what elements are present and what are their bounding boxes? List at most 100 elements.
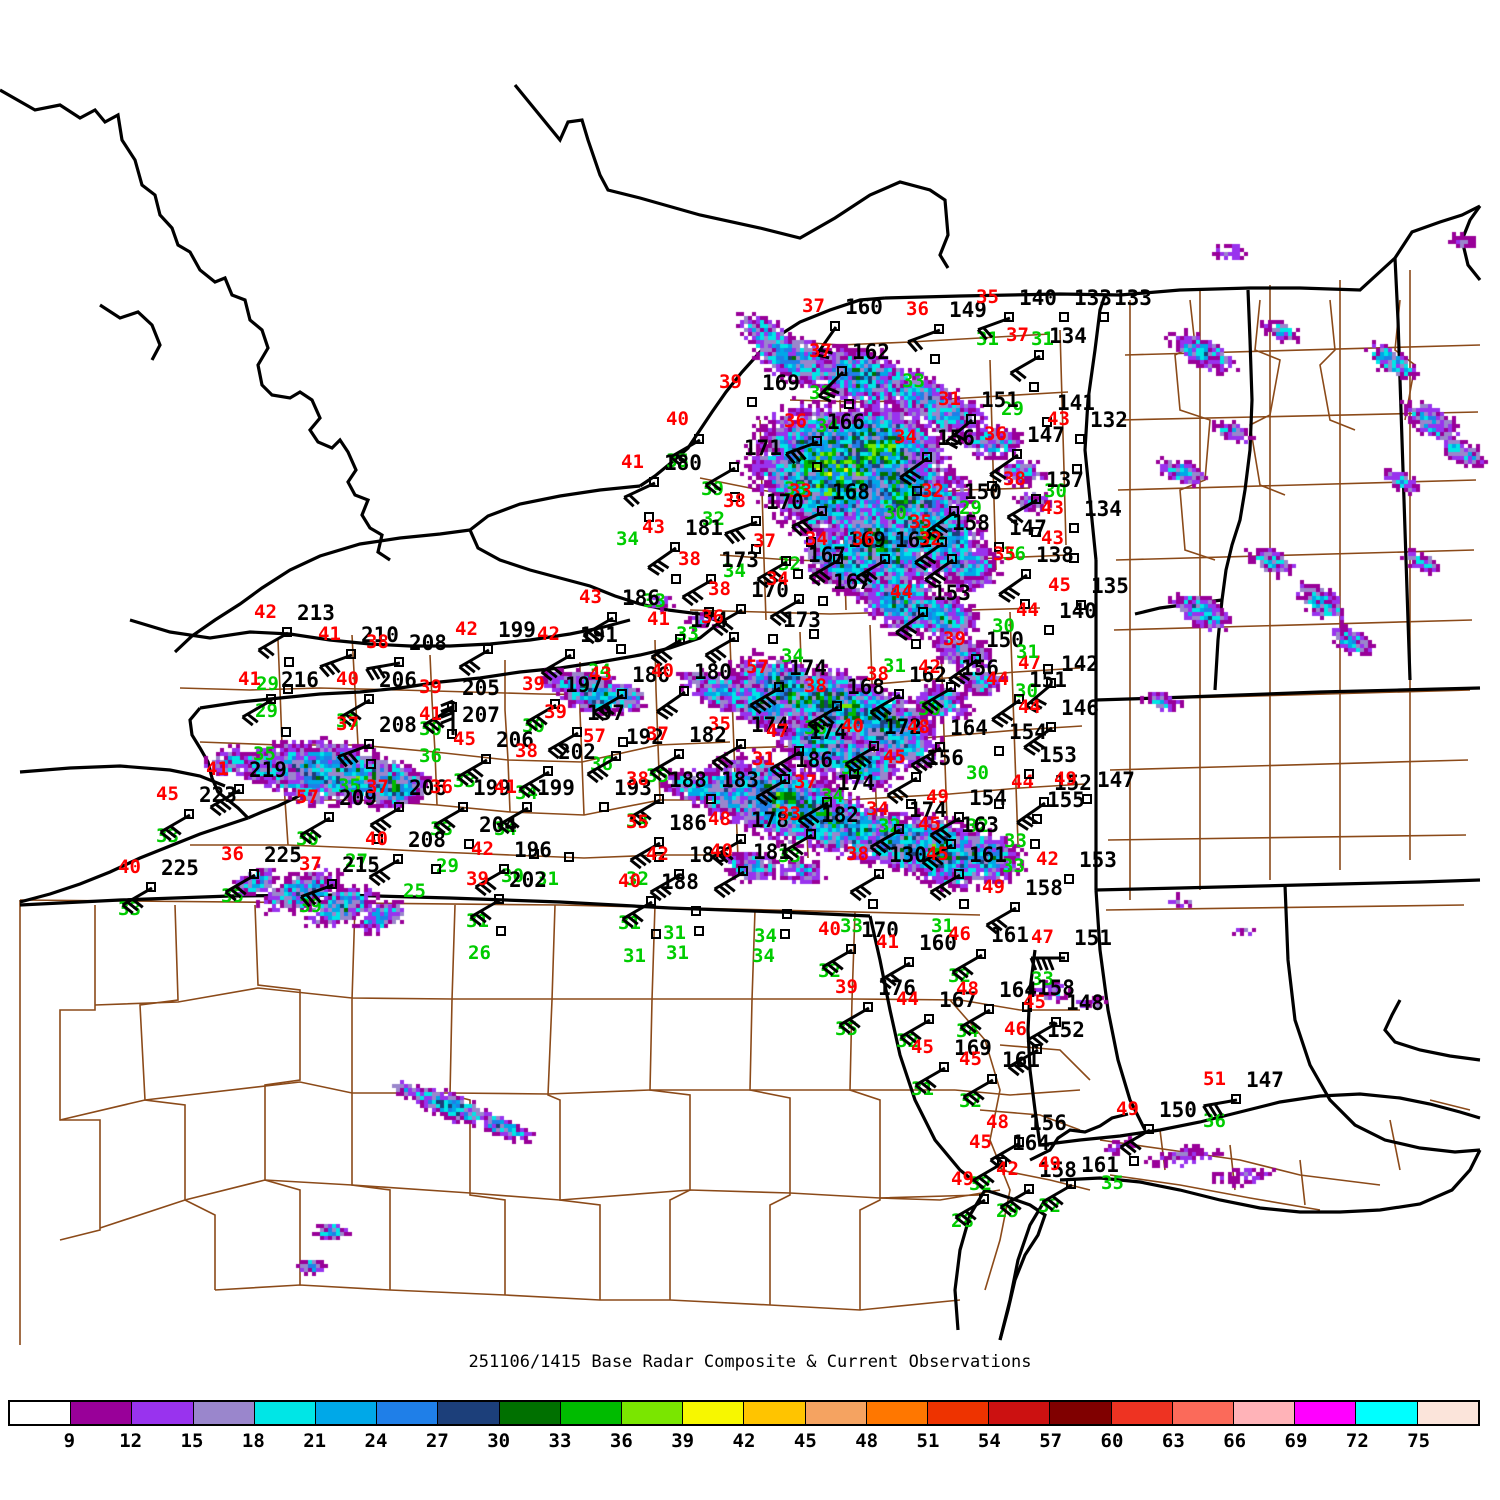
colorbar-swatch-23 — [1417, 1402, 1478, 1424]
colorbar-tick: 36 — [609, 1430, 633, 1452]
station-marker-icon — [738, 866, 748, 876]
colorbar-tick: 63 — [1161, 1430, 1185, 1452]
colorbar-tick: 66 — [1223, 1430, 1247, 1452]
station-marker-icon — [812, 436, 822, 446]
station-pressure: 186 — [632, 663, 670, 687]
wind-barb-icon — [926, 510, 956, 540]
station-pressure: 169 — [762, 371, 800, 395]
colorbar-swatch-19 — [1172, 1402, 1235, 1424]
station-marker-icon — [994, 542, 1004, 552]
colorbar-swatches[interactable] — [8, 1400, 1480, 1426]
station-temperature: 45 — [969, 1131, 992, 1153]
wind-barb-icon — [924, 558, 954, 588]
station-dewpoint: 31 — [663, 922, 686, 944]
wind-barb-icon — [756, 560, 788, 589]
station-dewpoint: 34 — [754, 925, 777, 947]
station-marker-icon — [283, 684, 293, 694]
station-temperature: 38 — [723, 490, 746, 512]
station-pressure: 181 — [753, 840, 791, 864]
station-temperature: 42 — [471, 838, 494, 860]
wind-barb-icon — [959, 1008, 991, 1037]
station-marker-icon — [780, 774, 790, 784]
colorbar-swatch-0 — [10, 1402, 72, 1424]
station-marker-icon — [1072, 464, 1082, 474]
colorbar-tick-labels: 9 12 15 18 21 24 27 30 33 36 39 42 45 48 51 54 57 60 63 66 6… — [8, 1430, 1480, 1460]
station-pressure: 153 — [1039, 743, 1077, 767]
station-marker-icon — [616, 644, 626, 654]
station-pressure: 140 — [1059, 599, 1097, 623]
station-pressure: 154 — [969, 786, 1007, 810]
colorbar-swatch-4 — [254, 1402, 317, 1424]
station-pressure: 169 — [848, 528, 886, 552]
station-marker-icon — [939, 1062, 949, 1072]
station-temperature: 40 — [710, 840, 733, 862]
station-dewpoint: 33 — [840, 915, 863, 937]
station-pressure: 156 — [926, 746, 964, 770]
station-pressure: 172 — [884, 715, 922, 739]
station-temperature: 38 — [366, 631, 389, 653]
station-temperature: 39 — [943, 628, 966, 650]
station-marker-icon — [809, 629, 819, 639]
station-temperature: 39 — [544, 701, 567, 723]
station-temperature: 43 — [1041, 527, 1064, 549]
wind-barb-icon — [629, 841, 661, 870]
station-pressure: 151 — [1074, 926, 1112, 950]
wind-barb-icon — [985, 906, 1017, 935]
station-pressure: 180 — [664, 451, 702, 475]
station-marker-icon — [431, 864, 441, 874]
wind-barb-icon — [1024, 682, 1053, 714]
map-canvas[interactable]: 3716036149353114031133133373316233371342… — [0, 0, 1500, 1350]
wind-barb-icon — [540, 653, 572, 682]
colorbar-tick: 60 — [1100, 1430, 1124, 1452]
station-temperature: 38 — [866, 663, 889, 685]
station-temperature: 49 — [926, 786, 949, 808]
station-pressure: 162 — [909, 663, 947, 687]
station-marker-icon — [894, 689, 904, 699]
station-pressure: 192 — [626, 725, 664, 749]
wind-barb-icon — [299, 883, 334, 908]
station-dewpoint: 31 — [1016, 641, 1039, 663]
station-pressure: 152 — [1054, 771, 1092, 795]
station-marker-icon — [366, 759, 376, 769]
wind-barb-icon — [1041, 1183, 1073, 1212]
station-marker-icon — [736, 739, 746, 749]
wind-barb-icon — [1202, 1098, 1238, 1118]
station-marker-icon — [565, 649, 575, 659]
station-temperature: 48 — [907, 716, 930, 738]
wind-barb-icon — [656, 690, 686, 720]
wind-barb-icon — [257, 631, 289, 660]
station-marker-icon — [947, 554, 957, 564]
station-temperature: 41 — [318, 623, 341, 645]
station-marker-icon — [918, 607, 928, 617]
station-marker-icon — [1075, 434, 1085, 444]
station-temperature: 37 — [802, 295, 825, 317]
wind-barb-icon — [769, 598, 801, 627]
station-marker-icon — [1032, 1044, 1042, 1054]
wind-barb-icon — [621, 900, 653, 929]
station-pressure: 178 — [751, 808, 789, 832]
station-marker-icon — [1020, 599, 1030, 609]
wind-barb-icon — [704, 636, 736, 665]
wind-barb-icon — [456, 758, 488, 787]
station-pressure: 137 — [1046, 468, 1084, 492]
station-marker-icon — [863, 1002, 873, 1012]
station-marker-icon — [1059, 312, 1069, 322]
colorbar-swatch-6 — [377, 1402, 439, 1424]
station-marker-icon — [736, 834, 746, 844]
wind-barb-icon — [1009, 354, 1041, 383]
station-pressure: 223 — [199, 783, 237, 807]
station-temperature: 38 — [678, 548, 701, 570]
station-marker-icon — [496, 926, 506, 936]
station-marker-icon — [979, 1194, 989, 1204]
station-temperature: 40 — [841, 715, 864, 737]
station-marker-icon — [394, 802, 404, 812]
wind-barb-icon — [1023, 726, 1053, 756]
station-marker-icon — [833, 554, 843, 564]
colorbar-swatch-8 — [499, 1402, 561, 1424]
station-marker-icon — [146, 882, 156, 892]
station-temperature: 36 — [984, 423, 1007, 445]
station-pressure: 208 — [409, 631, 447, 655]
wind-barb-icon — [921, 686, 953, 715]
station-pressure: 153 — [1079, 848, 1117, 872]
station-temperature: 38 — [626, 768, 649, 790]
